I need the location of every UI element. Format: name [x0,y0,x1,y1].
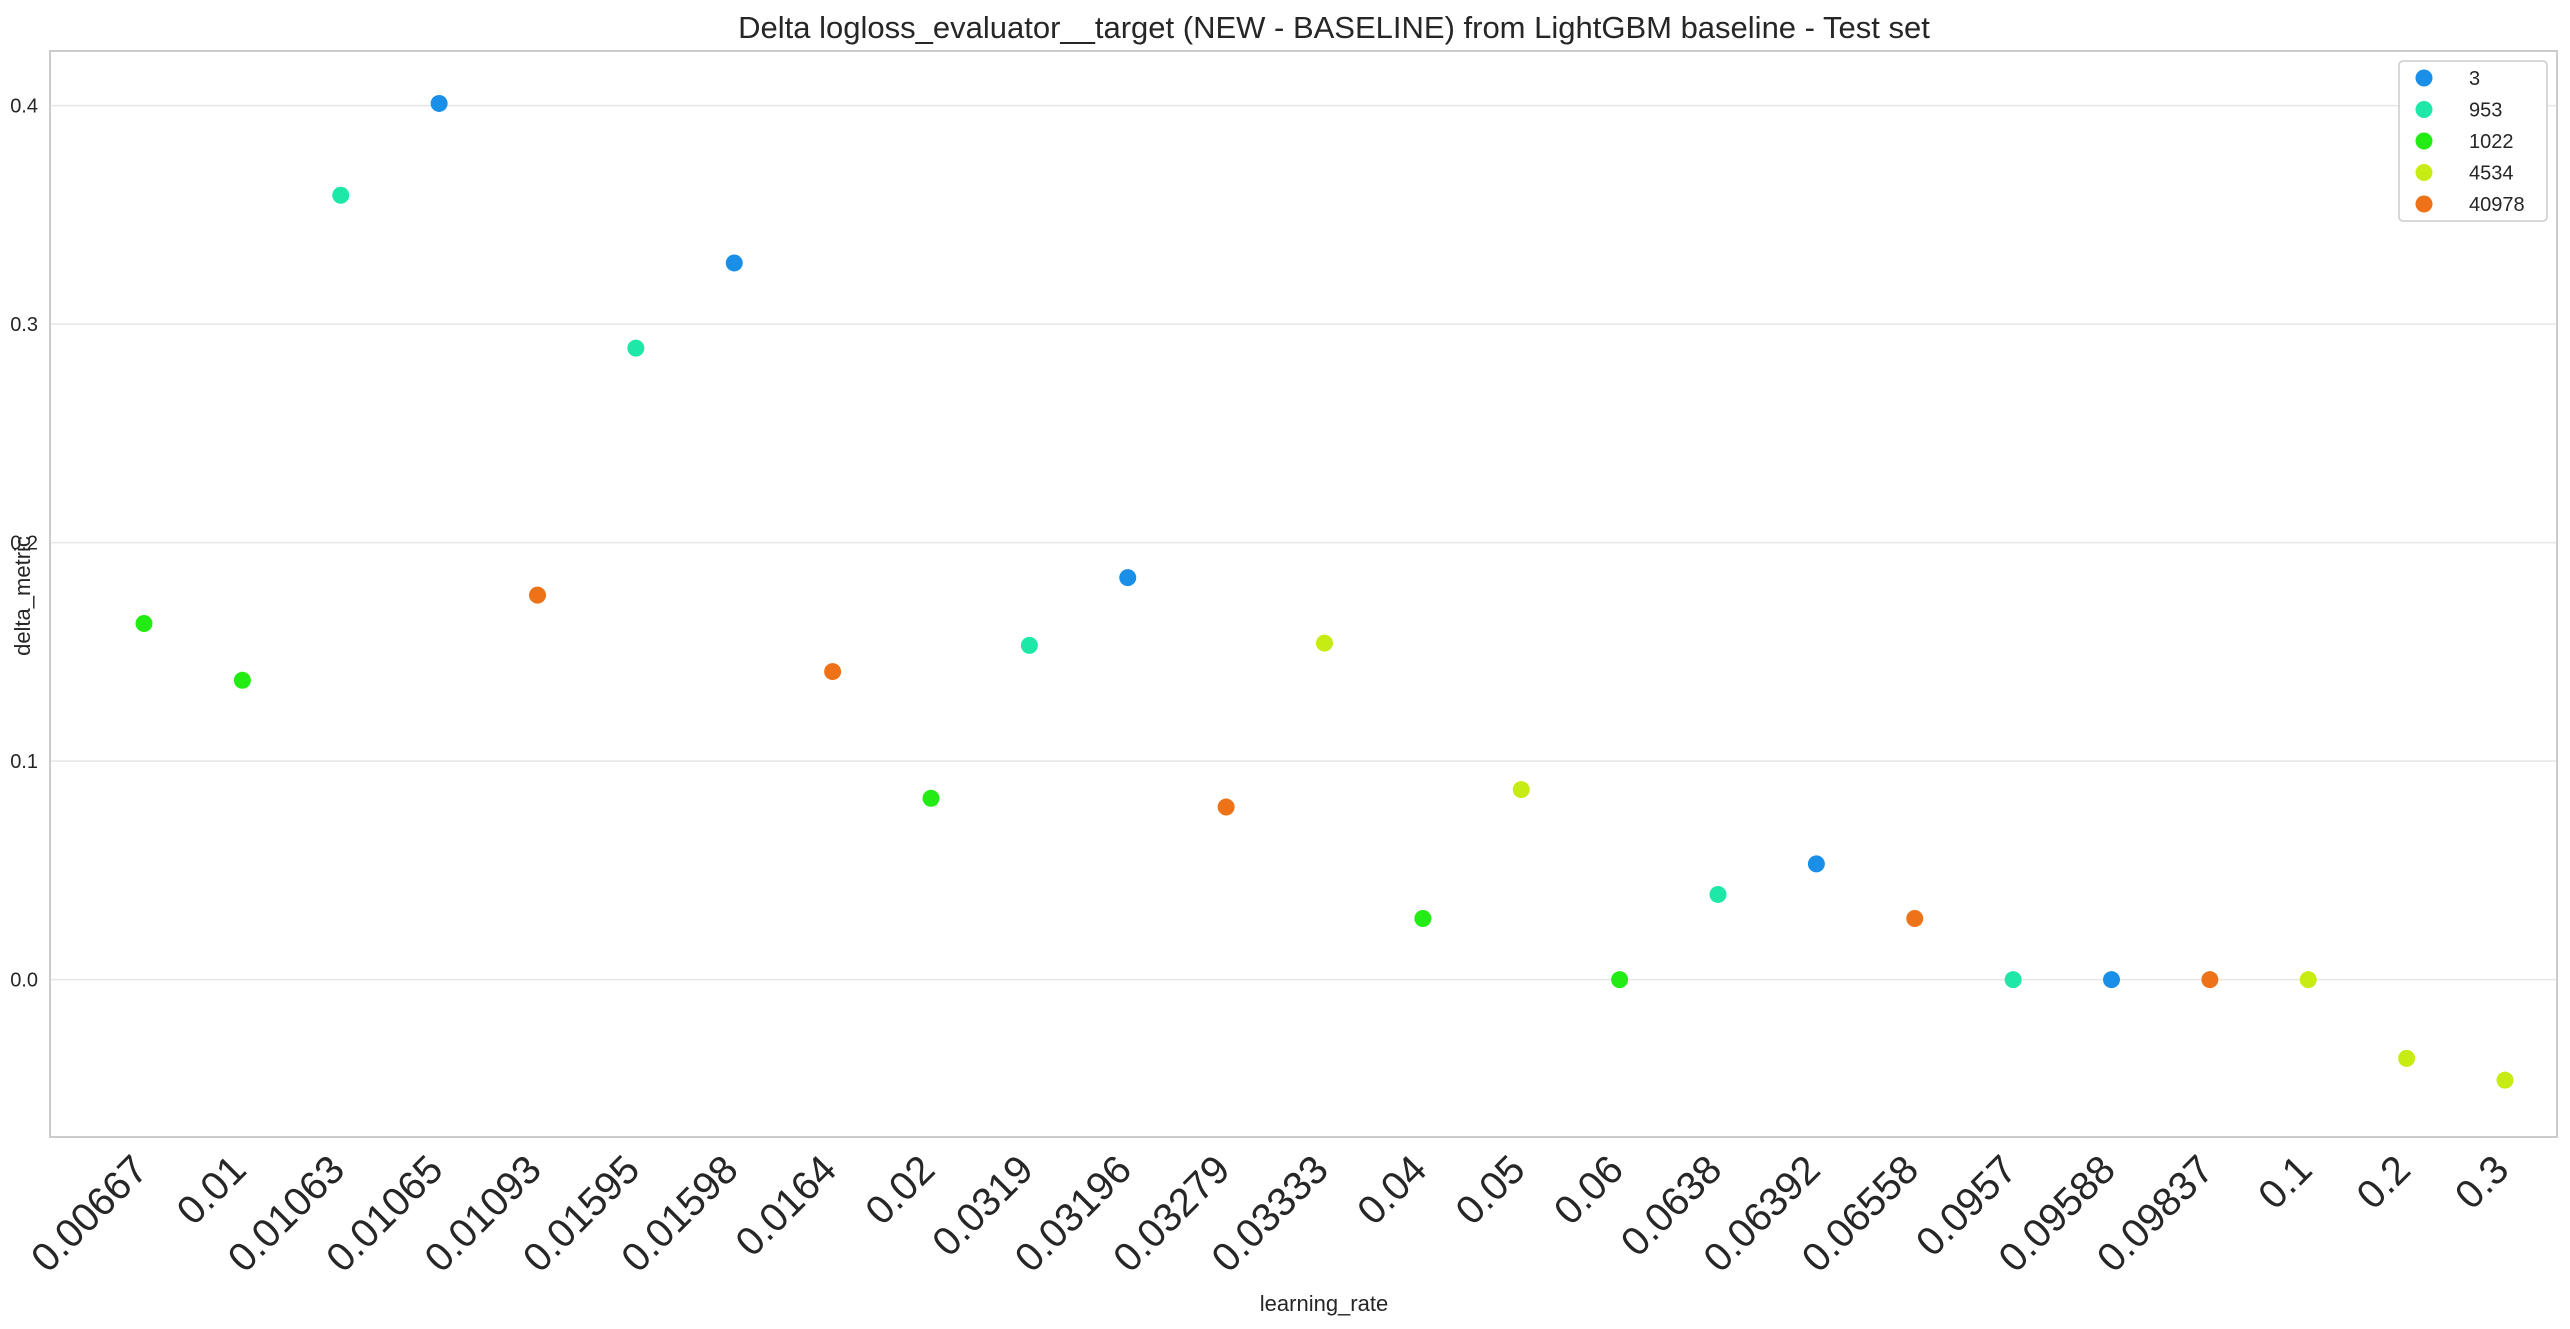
legend-marker [2415,101,2433,118]
y-tick-label: 0.0 [10,970,38,992]
data-point [1611,971,1629,989]
data-point [2004,971,2022,989]
legend-marker [2415,132,2433,150]
legend-label: 40978 [2469,194,2525,216]
data-point [627,339,645,357]
data-point [2299,971,2317,989]
data-point [922,789,940,807]
gridlines [50,104,2557,981]
data-point [2201,971,2219,989]
legend-marker [2415,164,2433,181]
y-axis-ticks: 0.0 0.1 0.2 0.3 0.4 [10,96,38,992]
data-point [233,671,251,689]
data-point [135,614,153,632]
y-axis-label: delta_metric [10,536,35,656]
x-axis-label: learning_rate [1260,1291,1388,1316]
y-tick-label: 0.2 [10,533,38,555]
data-point [1414,909,1432,927]
data-point [1709,885,1727,903]
plot-area-frame [49,50,2558,1138]
data-point [2496,1071,2514,1089]
data-point [332,186,350,204]
data-point [824,663,842,681]
data-point [529,586,546,604]
data-point [430,94,448,112]
data-point [2398,1049,2416,1067]
data-point [1217,798,1235,816]
y-tick-label: 0.1 [10,751,38,773]
legend-label: 953 [2469,100,2502,122]
legend-label: 4534 [2469,163,2514,185]
data-point [1316,634,1333,652]
legend-frame [2398,60,2548,222]
legend-marker [2415,69,2433,87]
chart-title: Delta logloss_evaluator__target (NEW - B… [738,10,1930,45]
data-point [725,254,743,272]
data-point [1512,781,1530,799]
legend-label: 1022 [2469,131,2514,153]
y-tick-label: 0.4 [10,96,38,118]
data-point [1906,909,1924,927]
legend-marker [2415,195,2433,213]
legend-label: 3 [2469,68,2480,90]
data-point [2103,971,2120,989]
y-tick-label: 0.3 [10,314,38,336]
legend: 3 953 1022 4534 40978 [2398,60,2548,222]
data-point [1020,636,1038,654]
data-point [1119,569,1137,587]
data-points [135,94,2514,1089]
data-point [1807,855,1825,873]
